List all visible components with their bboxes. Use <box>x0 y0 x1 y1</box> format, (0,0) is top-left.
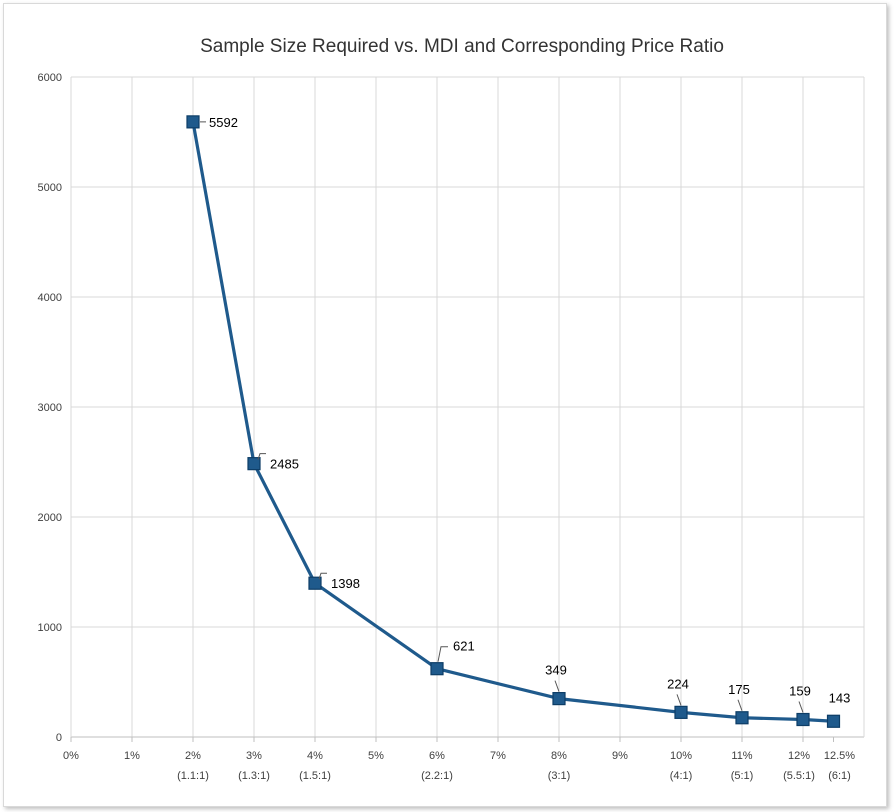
x-tick-label: 4% <box>307 750 323 762</box>
label-leader-line <box>737 699 743 711</box>
label-leader-line <box>554 680 560 692</box>
data-label: 349 <box>545 663 567 678</box>
data-point <box>186 115 200 129</box>
x-tick-sublabel: (2.2:1) <box>421 770 453 782</box>
gridlines <box>71 76 864 737</box>
data-point <box>247 457 261 471</box>
x-tick-sublabel: (5:1) <box>731 770 754 782</box>
axes <box>70 77 865 742</box>
x-tick-sublabel: (6:1) <box>828 770 851 782</box>
x-tick-sublabel: (1.1:1) <box>177 770 209 782</box>
data-label: 224 <box>667 676 689 691</box>
series-line <box>186 115 841 728</box>
x-tick-sublabel: (1.3:1) <box>238 770 270 782</box>
data-point <box>826 714 841 728</box>
label-leader-line <box>257 453 266 460</box>
x-tick-label: 12.5% <box>824 750 855 762</box>
x-tick-label: 3% <box>246 750 262 762</box>
y-tick-label: 4000 <box>38 292 62 304</box>
data-point <box>796 712 810 727</box>
x-tick-sublabel: (3:1) <box>548 770 571 782</box>
data-label: 1398 <box>331 576 360 591</box>
data-label: 143 <box>829 690 851 705</box>
x-tick-label: 7% <box>490 750 506 762</box>
data-label: 159 <box>789 684 811 699</box>
x-tick-label: 1% <box>124 750 140 762</box>
tick-labels: 0 1000 2000 3000 4000 5000 6000 0% 1% 2% (1.1:1) 3%… <box>38 72 856 782</box>
data-label: 2485 <box>270 457 299 472</box>
data-point <box>735 711 749 725</box>
label-leader-line <box>798 701 804 713</box>
data-point <box>308 576 322 590</box>
y-tick-label: 3000 <box>38 402 62 414</box>
x-tick-label: 9% <box>612 750 628 762</box>
x-tick-label: 11% <box>731 750 752 762</box>
label-leader-line <box>318 572 327 580</box>
x-tick-label: 0% <box>63 750 79 762</box>
label-leader-line <box>437 646 448 662</box>
series-line-path <box>191 121 834 723</box>
data-label: 5592 <box>209 115 238 130</box>
data-label: 621 <box>453 639 475 654</box>
data-label: 175 <box>728 682 750 697</box>
x-tick-label: 10% <box>670 750 692 762</box>
y-tick-label: 1000 <box>38 622 62 634</box>
x-tick-label: 5% <box>368 750 384 762</box>
x-tick-label: 6% <box>429 750 445 762</box>
x-tick-sublabel: (1.5:1) <box>299 770 331 782</box>
x-tick-sublabel: (5.5:1) <box>783 770 815 782</box>
chart-title: Sample Size Required vs. MDI and Corresp… <box>200 36 724 57</box>
y-tick-label: 0 <box>56 732 62 744</box>
y-tick-label: 2000 <box>38 512 62 524</box>
y-tick-label: 5000 <box>38 182 62 194</box>
y-tick-label: 6000 <box>38 72 62 84</box>
x-tick-label: 8% <box>551 750 567 762</box>
data-labels: 5592 2485 1398 621 349 224 175 159 143 <box>200 115 850 713</box>
x-tick-label: 2% <box>185 750 201 762</box>
x-tick-label: 12% <box>788 750 810 762</box>
chart-frame <box>3 3 887 807</box>
label-leader-line <box>676 694 682 706</box>
data-point <box>674 705 688 719</box>
data-point <box>430 662 444 676</box>
x-tick-sublabel: (4:1) <box>670 770 693 782</box>
data-point <box>552 692 566 706</box>
